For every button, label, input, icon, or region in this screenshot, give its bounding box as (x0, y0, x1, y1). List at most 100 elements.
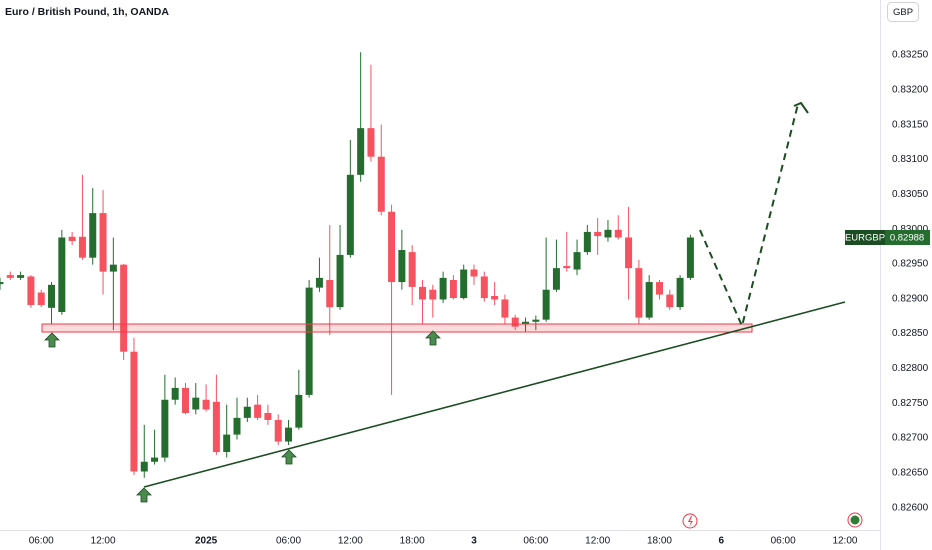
candle-body (470, 269, 478, 277)
candle-body (604, 229, 612, 238)
y-tick-label: 0.83200 (892, 84, 929, 95)
candle-body (181, 387, 189, 413)
candle-body (68, 236, 76, 241)
candle-body (573, 252, 581, 270)
candle-body (357, 128, 365, 175)
chart-title: Euro / British Pound, 1h, OANDA (5, 6, 169, 18)
candle-body (48, 284, 56, 308)
candle-body (346, 174, 354, 255)
y-tick-label: 0.83050 (892, 189, 929, 200)
x-tick-label: 12:00 (91, 536, 116, 547)
candle-body (58, 237, 66, 313)
candle-body (511, 317, 519, 327)
symbol-tag-bg (845, 229, 885, 245)
x-tick-label: 18:00 (400, 536, 425, 547)
candle-body (336, 254, 344, 308)
x-tick-label: 2025 (195, 536, 218, 547)
currency-label[interactable]: GBP (893, 7, 913, 18)
candle-body (212, 401, 220, 452)
candle-body (171, 387, 179, 400)
candles (0, 52, 694, 478)
dividend-dot (850, 515, 860, 525)
y-tick-label: 0.82700 (892, 433, 929, 444)
y-tick-label: 0.82900 (892, 293, 929, 304)
trend-line (143, 301, 846, 488)
candle-body (99, 213, 107, 272)
candle-body (655, 282, 663, 295)
candle-body (27, 276, 35, 306)
candle-body (429, 289, 437, 300)
y-tick-label: 0.82950 (892, 259, 929, 270)
projection-arrowhead (793, 101, 809, 114)
up-arrow (281, 449, 297, 465)
candle-body (192, 397, 200, 410)
candle-body (130, 351, 138, 472)
candle-body (6, 275, 14, 278)
candle-body (285, 427, 293, 442)
candle-body (625, 237, 633, 269)
x-tick-label: 3 (471, 536, 477, 547)
candle-body (460, 269, 468, 299)
candle-body (439, 277, 447, 300)
up-arrow (44, 332, 60, 348)
candle-body (398, 250, 406, 283)
last-price-tag: EURGBP 0.82988 (845, 229, 930, 245)
candle-body (491, 295, 499, 300)
candle-body (161, 399, 169, 458)
candle-body (367, 128, 375, 157)
up-arrow (425, 330, 441, 346)
candle-body (202, 399, 210, 410)
candle-body (552, 268, 560, 290)
candle-body (645, 282, 653, 318)
candle-body (666, 294, 674, 308)
price-tag-bg (885, 229, 930, 245)
candle-body (614, 229, 622, 238)
y-tick-label: 0.83150 (892, 119, 929, 130)
y-tick-label: 0.82650 (892, 468, 929, 479)
candle-body (418, 286, 426, 300)
y-tick-label: 0.83000 (892, 224, 929, 235)
x-tick-label: 06:00 (523, 536, 548, 547)
candle-body (563, 266, 571, 269)
candle-body (501, 299, 509, 318)
y-tick-label: 0.82850 (892, 328, 929, 339)
projection-path (699, 103, 799, 330)
candle-body (243, 406, 251, 418)
support-zone (41, 323, 753, 333)
y-tick-label: 0.82750 (892, 398, 929, 409)
candle-body (120, 264, 128, 352)
axes: 0.82600 0.82650 0.82700 0.82750 0.82800 0.828… (29, 50, 929, 547)
candle-body (686, 237, 694, 278)
candle-body (274, 419, 282, 442)
bottom-icons (682, 512, 863, 529)
x-tick-label: 06:00 (29, 536, 54, 547)
candle-body (532, 319, 540, 322)
x-tick-label: 12:00 (585, 536, 610, 547)
y-tick-label: 0.82600 (892, 502, 929, 513)
candle-body (0, 282, 4, 285)
candle-body (388, 211, 396, 283)
x-tick-label: 18:00 (647, 536, 672, 547)
currency-button[interactable] (887, 2, 919, 22)
candle-body (449, 279, 457, 299)
candle-body (315, 277, 323, 288)
x-tick-label: 12:00 (832, 536, 857, 547)
candle-body (377, 156, 385, 212)
candle-body (151, 457, 159, 462)
y-tick-label: 0.83250 (892, 50, 929, 61)
y-tick-label: 0.82800 (892, 363, 929, 374)
candle-body (522, 321, 530, 325)
candle-body (583, 231, 591, 253)
candle-body (305, 287, 313, 395)
symbol-tag: EURGBP (845, 233, 885, 244)
x-tick-label: 6 (719, 536, 725, 547)
price-tag: 0.82988 (890, 233, 924, 244)
candle-body (594, 231, 602, 237)
lightning-icon (688, 516, 693, 527)
candle-body (89, 213, 97, 258)
candle-body (78, 236, 86, 258)
candle-body (635, 268, 643, 318)
drawings (41, 101, 846, 503)
